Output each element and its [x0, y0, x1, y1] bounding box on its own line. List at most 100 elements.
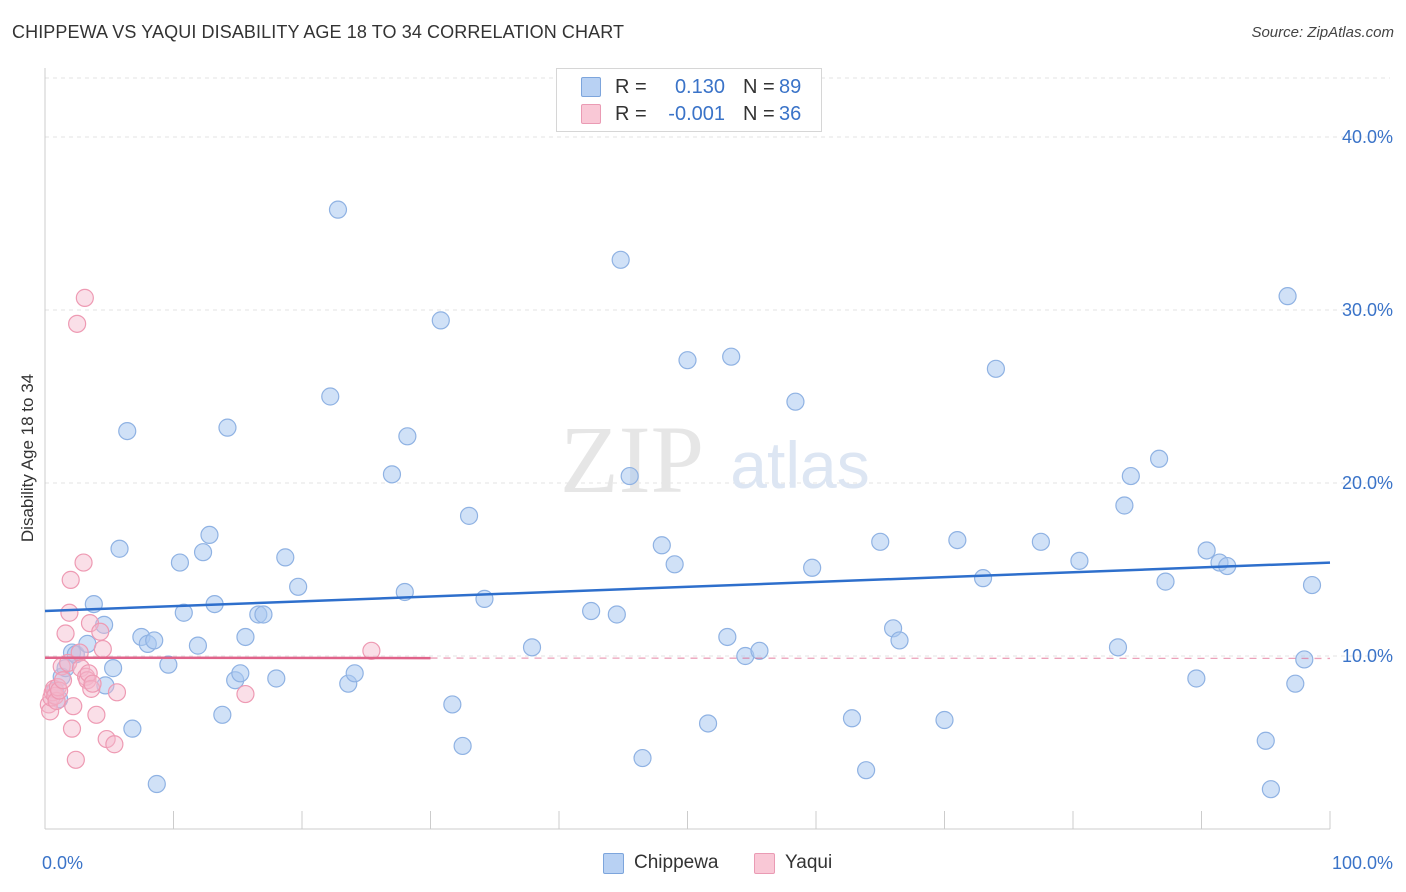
- chippewa-point: [890, 631, 909, 650]
- chippewa-point: [1031, 532, 1050, 551]
- chippewa-legend-label: Chippewa: [634, 852, 719, 873]
- chippewa-point: [443, 695, 462, 714]
- chippewa-point: [213, 705, 232, 724]
- yaqui-legend-label: Yaqui: [785, 852, 833, 873]
- legend-item-chippewa[interactable]: Chippewa: [603, 852, 719, 874]
- yaqui-point: [75, 288, 94, 307]
- trend-layer: [44, 561, 1331, 660]
- yaqui-point: [74, 553, 93, 572]
- chippewa-point: [750, 641, 769, 660]
- watermark-zip: ZIP: [560, 406, 704, 513]
- chippewa-point: [453, 736, 472, 756]
- chippewa-point: [935, 710, 954, 730]
- legend-yaqui-n: 36: [779, 102, 802, 125]
- chippewa-point: [1295, 650, 1314, 669]
- yaqui-point: [105, 735, 124, 754]
- chippewa-point: [652, 536, 671, 555]
- chippewa-point: [398, 427, 417, 446]
- chippewa-point: [986, 359, 1006, 378]
- yaqui-point: [83, 674, 102, 693]
- chippewa-point: [218, 418, 237, 437]
- chippewa-point: [236, 627, 255, 647]
- chippewa-point: [678, 351, 697, 370]
- legend-chippewa-r: 0.130: [674, 75, 725, 98]
- chippewa-trend-line: [44, 561, 1331, 613]
- chippewa-point: [1261, 780, 1280, 799]
- chippewa-point: [254, 605, 273, 624]
- watermark: ZIP atlas: [560, 406, 870, 513]
- grid-layer: [45, 77, 1390, 657]
- chippewa-point: [147, 774, 166, 794]
- y-tick-label: 40.0%: [1342, 127, 1393, 147]
- chart-title: CHIPPEWA VS YAQUI DISABILITY AGE 18 TO 3…: [12, 22, 625, 42]
- chippewa-point: [328, 200, 348, 219]
- chippewa-point: [276, 548, 295, 567]
- chippewa-point: [159, 655, 178, 674]
- chippewa-point: [200, 525, 219, 545]
- legend-n-key: N =: [743, 102, 775, 125]
- legend-row-yaqui: R = -0.001 N = 36: [581, 102, 801, 126]
- watermark-atlas: atlas: [730, 428, 869, 502]
- yaqui-point: [78, 671, 97, 690]
- yaqui-legend-swatch: [754, 852, 775, 874]
- chippewa-point: [188, 636, 208, 655]
- chippewa-point: [857, 761, 876, 780]
- x-tick-label: 100.0%: [1332, 853, 1393, 873]
- yaqui-point: [79, 664, 98, 683]
- chippewa-point: [231, 664, 250, 683]
- chippewa-point: [522, 638, 542, 657]
- yaqui-point: [53, 671, 73, 690]
- chippewa-point: [620, 466, 639, 486]
- legend-r-key: R =: [615, 102, 647, 125]
- correlation-legend: R = 0.130 N = 89 R = -0.001 N = 36: [556, 68, 822, 132]
- chippewa-point: [475, 589, 494, 609]
- series-legend: Chippewa Yaqui: [0, 852, 1406, 876]
- tick-labels: 10.0% 20.0% 30.0% 40.0% 0.0% 100.0%: [42, 127, 1393, 873]
- chippewa-point: [123, 719, 142, 738]
- chippewa-point: [145, 631, 164, 650]
- chippewa-point: [1156, 572, 1175, 591]
- chippewa-point: [607, 605, 626, 624]
- yaqui-point: [64, 697, 83, 716]
- chippewa-point: [611, 250, 630, 269]
- chippewa-point: [842, 709, 862, 728]
- chippewa-point: [382, 465, 402, 484]
- legend-n-key: N =: [743, 75, 775, 98]
- chippewa-point: [582, 601, 601, 621]
- y-axis-label: Disability Age 18 to 34: [18, 373, 37, 543]
- yaqui-point: [362, 641, 381, 660]
- chippewa-point: [459, 506, 479, 525]
- legend-item-yaqui[interactable]: Yaqui: [754, 852, 832, 874]
- yaqui-point: [47, 691, 66, 711]
- yaqui-point: [60, 603, 79, 622]
- chippewa-point: [1286, 674, 1305, 693]
- yaqui-point: [68, 314, 87, 333]
- chippewa-point: [118, 422, 137, 441]
- chippewa-point: [948, 530, 967, 550]
- chippewa-point: [665, 555, 684, 574]
- y-tick-label: 20.0%: [1342, 473, 1393, 493]
- chippewa-point: [1278, 287, 1297, 306]
- chippewa-point: [170, 553, 190, 572]
- chippewa-point: [871, 532, 890, 551]
- chippewa-point: [289, 577, 308, 596]
- chippewa-point: [698, 714, 718, 733]
- x-tick-label: 0.0%: [42, 853, 83, 873]
- yaqui-point: [66, 750, 85, 769]
- chippewa-point: [803, 558, 822, 577]
- chippewa-point: [1197, 541, 1216, 560]
- chippewa-point: [786, 392, 805, 411]
- source-label: Source: ZipAtlas.com: [1251, 24, 1394, 41]
- chippewa-point: [1115, 496, 1134, 515]
- legend-r-key: R =: [615, 75, 647, 98]
- yaqui-point: [93, 639, 112, 659]
- chippewa-legend-swatch: [603, 852, 624, 874]
- chippewa-point: [1187, 669, 1206, 688]
- chippewa-point: [193, 543, 213, 562]
- yaqui-point: [61, 570, 80, 589]
- yaqui-point: [107, 683, 127, 702]
- chippewa-swatch: [581, 77, 601, 97]
- chippewa-point: [110, 539, 129, 558]
- y-tick-label: 30.0%: [1342, 300, 1393, 320]
- chippewa-point: [1256, 731, 1275, 750]
